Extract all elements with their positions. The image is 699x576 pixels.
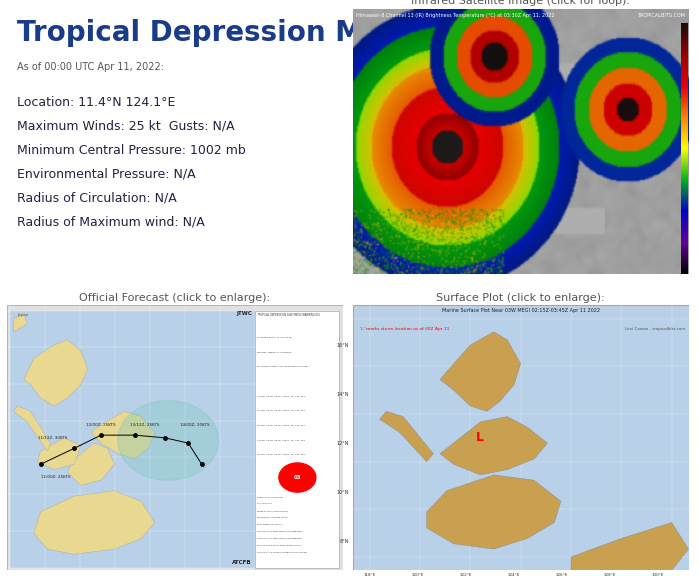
Text: As of 00:00 UTC Apr 11, 2022:: As of 00:00 UTC Apr 11, 2022: — [17, 62, 164, 71]
Text: TROPICALBITS.COM: TROPICALBITS.COM — [637, 13, 685, 18]
Text: Minimum Central Pressure: 1002 mb: Minimum Central Pressure: 1002 mb — [17, 144, 246, 157]
Title: Official Forecast (click to enlarge):: Official Forecast (click to enlarge): — [79, 293, 271, 303]
Title: Infrared Satellite Image (click for loop):: Infrared Satellite Image (click for loop… — [411, 0, 630, 6]
Text: Radius of Circulation: N/A: Radius of Circulation: N/A — [17, 191, 177, 204]
Text: Location: 11.4°N 124.1°E: Location: 11.4°N 124.1°E — [17, 96, 175, 109]
Text: Environmental Pressure: N/A: Environmental Pressure: N/A — [17, 168, 196, 181]
Title: Surface Plot (click to enlarge):: Surface Plot (click to enlarge): — [436, 293, 605, 303]
Text: Himawari-8 Channel 13 (IR) Brightness Temperature (°C) at 03:30Z Apr 11, 2022: Himawari-8 Channel 13 (IR) Brightness Te… — [356, 13, 554, 18]
Text: Tropical Depression MEGI: Tropical Depression MEGI — [17, 19, 415, 47]
Text: Radius of Maximum wind: N/A: Radius of Maximum wind: N/A — [17, 215, 205, 228]
Text: Maximum Winds: 25 kt  Gusts: N/A: Maximum Winds: 25 kt Gusts: N/A — [17, 120, 235, 133]
